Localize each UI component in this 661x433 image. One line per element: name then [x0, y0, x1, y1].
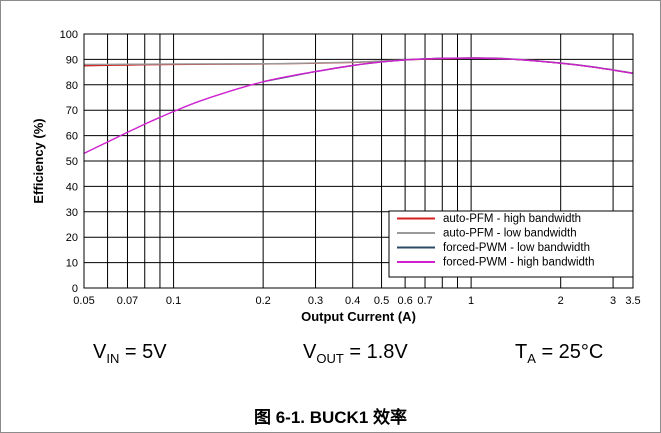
x-tick-label: 0.7	[417, 295, 432, 307]
x-tick-label: 0.1	[166, 295, 181, 307]
legend-entry: auto-PFM - low bandwidth	[443, 228, 577, 240]
plot-border	[83, 33, 634, 289]
y-tick-label: 10	[66, 258, 78, 270]
x-tick-label: 0.07	[117, 295, 138, 307]
y-axis-label: Efficiency (%)	[31, 118, 46, 203]
legend-box	[388, 210, 634, 278]
ambient-temperature-condition: TA = 25°C	[515, 341, 604, 366]
x-tick-label: 1	[468, 295, 474, 307]
series-lines	[83, 57, 634, 155]
y-tick-label: 100	[60, 29, 78, 41]
y-tick-label: 70	[66, 105, 78, 117]
y-tick-label: 0	[72, 283, 78, 295]
series-line	[83, 57, 634, 75]
x-tick-labels: 0.05 0.07 0.1 0.2 0.3 0.4 0.5 0.6 0.7 1 2 3 3.5	[73, 295, 640, 307]
y-tick-label: 30	[66, 207, 78, 219]
x-axis-label: Output Current (A)	[301, 309, 416, 324]
series-line	[83, 57, 634, 155]
y-tick-label: 40	[66, 181, 78, 193]
legend: auto-PFM - high bandwidth auto-PFM - low …	[388, 210, 634, 278]
x-tick-label: 0.3	[308, 295, 323, 307]
series-line	[263, 57, 634, 83]
figure-caption: 图 6-1. BUCK1 效率	[253, 408, 408, 427]
input-voltage-condition: VIN = 5V	[93, 341, 167, 366]
legend-entry: auto-PFM - high bandwidth	[443, 213, 581, 225]
x-tick-label: 0.4	[345, 295, 360, 307]
x-tick-label: 0.05	[73, 295, 94, 307]
x-tick-label: 3.5	[625, 295, 640, 307]
y-tick-label: 50	[66, 156, 78, 168]
x-tick-label: 3	[610, 295, 616, 307]
x-tick-label: 0.5	[374, 295, 389, 307]
y-tick-label: 80	[66, 80, 78, 92]
x-tick-label: 2	[558, 295, 564, 307]
x-tick-label: 0.6	[397, 295, 412, 307]
y-tick-label: 20	[66, 232, 78, 244]
efficiency-chart: 0 10 20 30 40 50 60 70 80 90 100 0.05 0.07 0.1 0.2 0.3…	[31, 29, 641, 324]
legend-entry: forced-PWM - high bandwidth	[443, 257, 594, 269]
y-tick-label: 90	[66, 54, 78, 66]
output-voltage-condition: VOUT = 1.8V	[303, 341, 408, 366]
x-tick-label: 0.2	[255, 295, 270, 307]
y-tick-label: 60	[66, 131, 78, 143]
legend-entry: forced-PWM - low bandwidth	[443, 242, 590, 254]
series-line	[83, 57, 634, 74]
y-tick-labels: 0 10 20 30 40 50 60 70 80 90 100	[60, 29, 78, 295]
